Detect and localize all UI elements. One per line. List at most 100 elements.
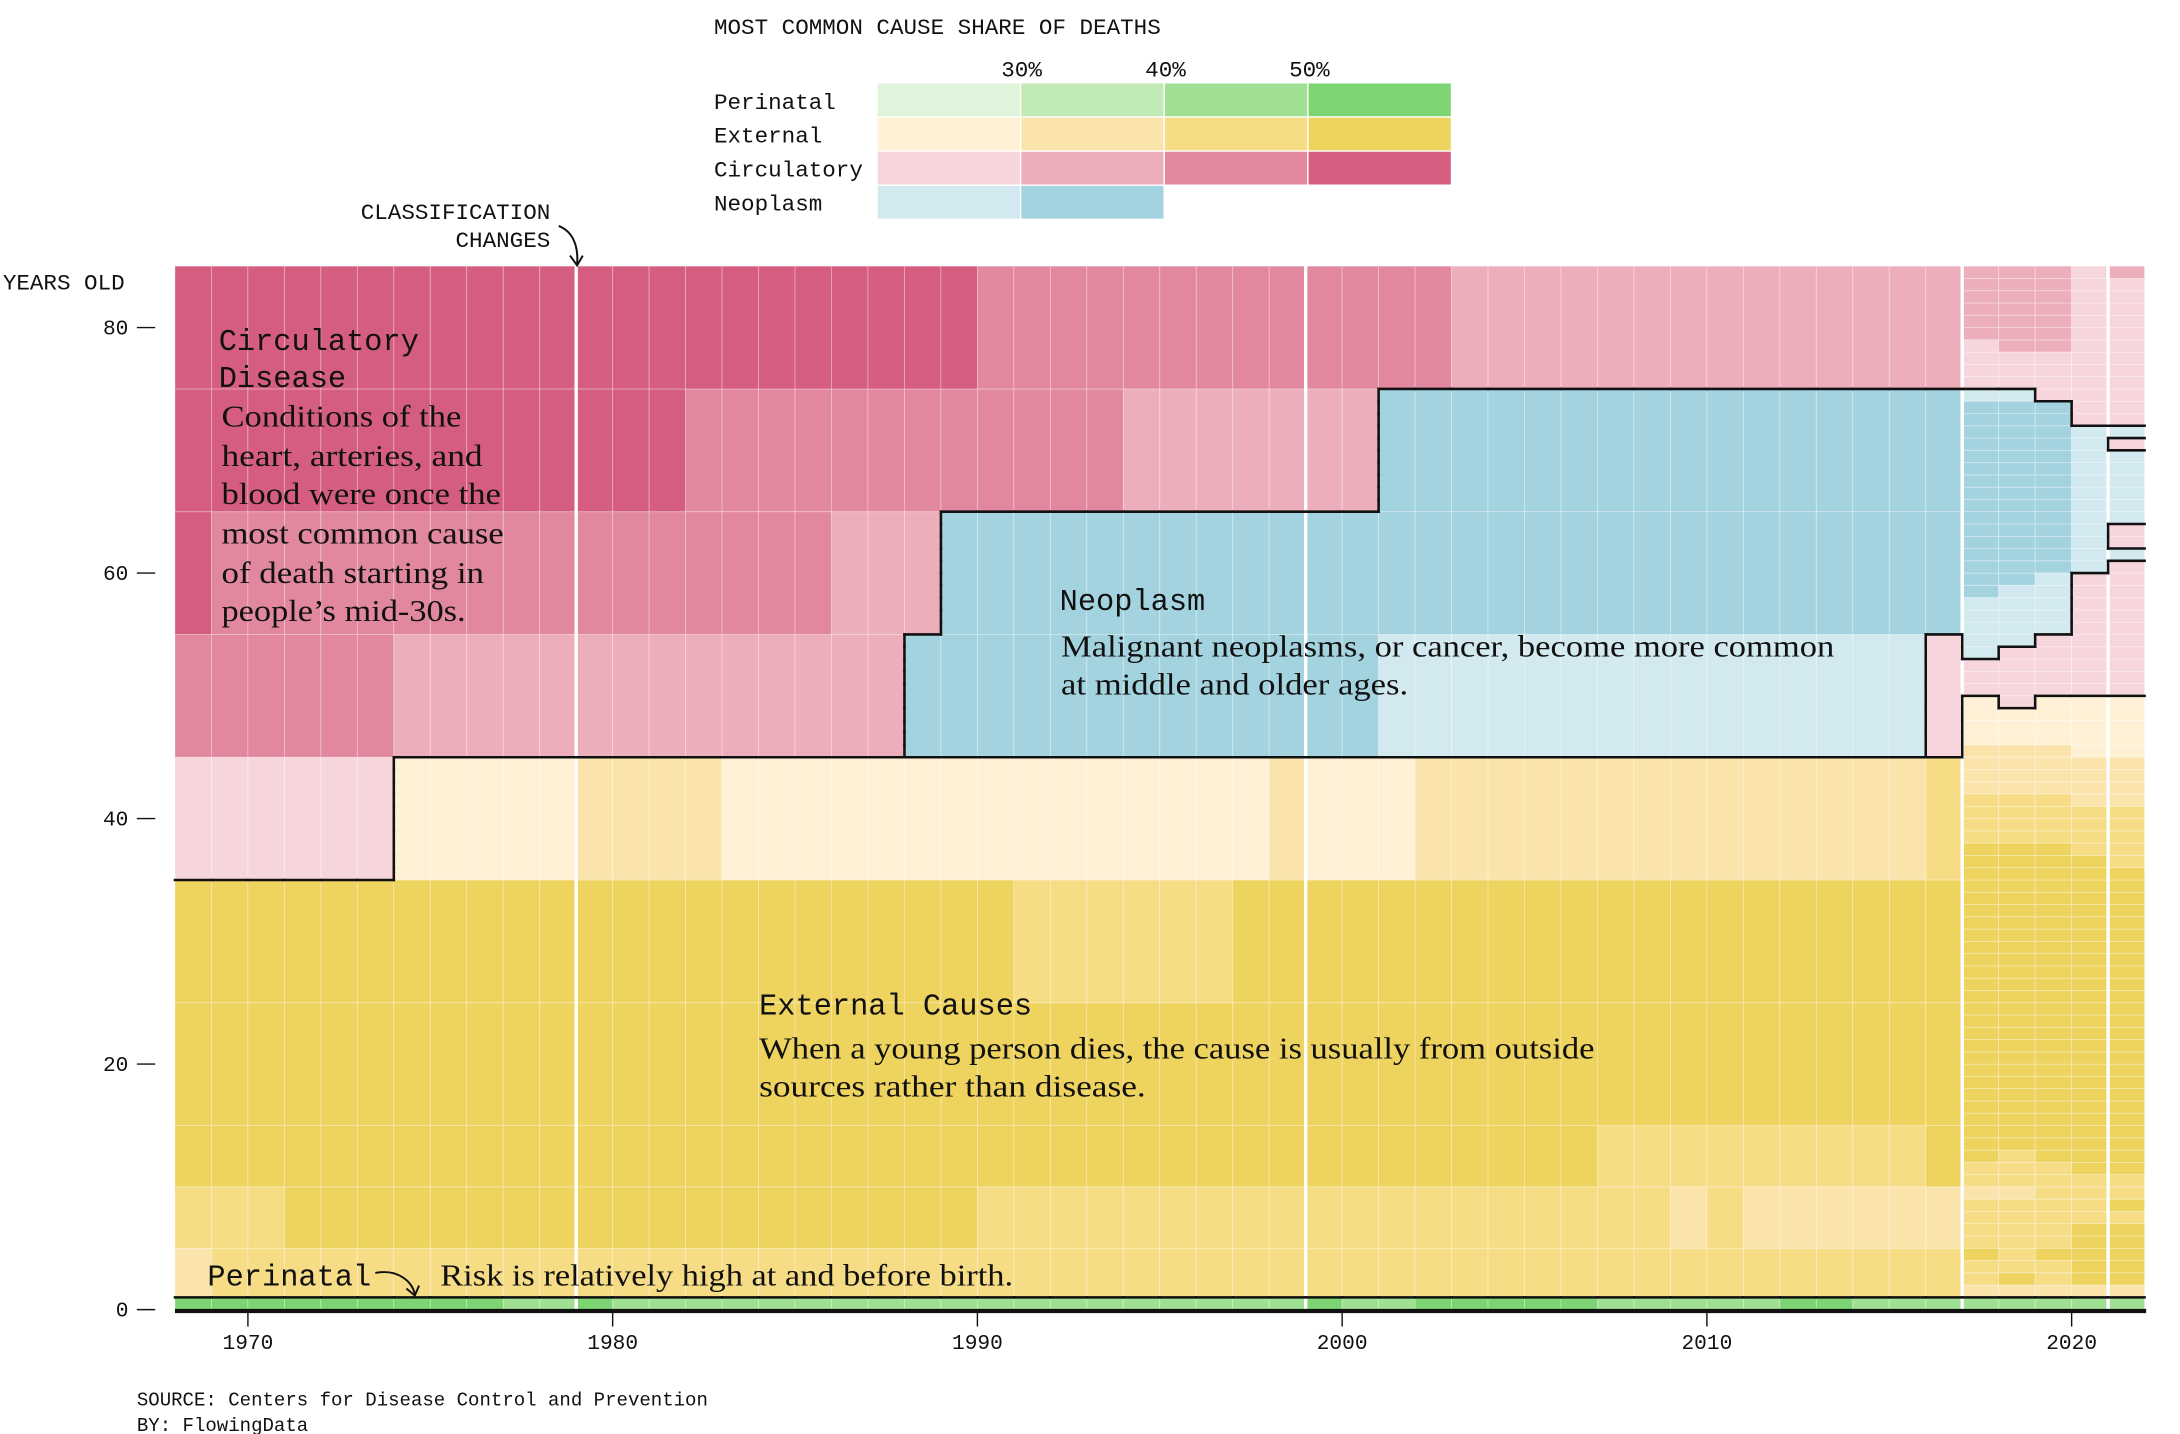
heatmap-cell	[429, 1247, 468, 1298]
heatmap-cell	[1852, 388, 1890, 513]
heatmap-cell	[904, 1125, 942, 1188]
heatmap-cell	[1049, 1186, 1088, 1249]
heatmap-cell	[2034, 781, 2073, 795]
heatmap-cell	[1998, 658, 2036, 672]
heatmap-cell	[2107, 1039, 2146, 1053]
heatmap-cell	[1159, 756, 1197, 881]
heatmap-cell	[940, 1002, 978, 1126]
heatmap-cell	[2071, 1210, 2109, 1225]
heatmap-cell	[466, 265, 504, 390]
heatmap-cell	[2034, 756, 2073, 770]
heatmap-cell	[429, 756, 468, 881]
heatmap-cell	[2071, 1174, 2109, 1188]
legend-threshold-30: 30%	[1001, 57, 1042, 83]
heatmap-cell	[1961, 719, 2000, 734]
heatmap-cell	[1779, 1296, 1817, 1311]
heatmap-cell	[1961, 1186, 2000, 1200]
heatmap-cell	[1669, 756, 1708, 881]
heatmap-cell	[2034, 363, 2073, 378]
heatmap-cell	[2034, 425, 2073, 439]
heatmap-cell	[1998, 1051, 2036, 1065]
heatmap-cell	[1961, 707, 2000, 721]
heatmap-cell	[2107, 965, 2146, 979]
heatmap-cell	[867, 1125, 905, 1188]
heatmap-cell	[612, 1125, 650, 1188]
heatmap-cell	[1961, 363, 2000, 378]
heatmap-cell	[2071, 597, 2109, 611]
heatmap-cell	[1524, 1125, 1562, 1188]
heatmap-cell	[1925, 1247, 1963, 1298]
heatmap-cell	[1998, 560, 2036, 574]
heatmap-cell	[1378, 634, 1416, 758]
heatmap-cell	[1852, 511, 1890, 635]
heatmap-cell	[1998, 265, 2036, 279]
heatmap-cell	[2107, 621, 2146, 635]
heatmap-cell	[393, 1002, 431, 1126]
heatmap-cell	[2034, 314, 2073, 328]
heatmap-cell	[721, 511, 759, 635]
heatmap-cell	[1378, 265, 1416, 390]
heatmap-cell	[1305, 1125, 1343, 1188]
heatmap-cell	[2071, 363, 2109, 378]
heatmap-cell	[2107, 486, 2146, 500]
heatmap-cell	[320, 1002, 358, 1126]
heatmap-cell	[831, 1002, 869, 1126]
heatmap-cell	[539, 1296, 577, 1311]
heatmap-cell	[2034, 805, 2073, 820]
heatmap-cell	[1888, 1296, 1927, 1311]
heatmap-cell	[2107, 1198, 2146, 1212]
heatmap-cell	[1049, 1247, 1088, 1298]
heatmap-cell	[794, 1002, 832, 1126]
heatmap-cell	[1998, 891, 2036, 905]
heatmap-cell	[2071, 854, 2109, 869]
heatmap-cell	[2034, 1260, 2073, 1274]
arrowhead-icon	[405, 1285, 420, 1298]
heatmap-cell	[1998, 437, 2036, 451]
heatmap-cell	[1524, 879, 1562, 1004]
heatmap-cell	[1268, 265, 1307, 390]
heatmap-cell	[612, 1186, 650, 1249]
heatmap-cell	[1742, 511, 1781, 635]
heatmap-cell	[831, 634, 869, 758]
heatmap-cell	[867, 634, 905, 758]
heatmap-cell	[1961, 646, 2000, 660]
heatmap-cell	[2107, 940, 2146, 955]
heatmap-cell	[1013, 1002, 1051, 1126]
heatmap-cell	[1998, 646, 2036, 660]
heatmap-cell	[1086, 634, 1124, 758]
heatmap-cell	[283, 1186, 322, 1249]
heatmap-cell	[2071, 449, 2109, 464]
heatmap-cell	[2034, 744, 2073, 758]
heatmap-cell	[2071, 879, 2109, 893]
heatmap-cell	[2107, 1063, 2146, 1077]
heatmap-cell	[612, 756, 650, 881]
heatmap-cell	[393, 1247, 431, 1298]
heatmap-cell	[320, 265, 358, 390]
heatmap-cell	[685, 879, 723, 1004]
heatmap-cell	[1633, 1002, 1671, 1126]
heatmap-cell	[466, 388, 504, 513]
heatmap-cell	[1706, 879, 1744, 1004]
heatmap-cell	[2107, 1088, 2146, 1102]
heatmap-cell	[211, 1296, 249, 1311]
heatmap-cell	[1961, 830, 2000, 844]
heatmap-cell	[2107, 646, 2146, 660]
heatmap-cell	[2034, 1088, 2073, 1102]
heatmap-cell	[1779, 756, 1817, 881]
heatmap-cell	[2034, 1198, 2073, 1212]
heatmap-cell	[174, 511, 212, 635]
heatmap-cell	[1414, 1002, 1452, 1126]
heatmap-cells	[174, 265, 2146, 1311]
heatmap-cell	[1998, 1039, 2036, 1053]
heatmap-cell	[1013, 388, 1051, 513]
heatmap-cell	[612, 634, 650, 758]
heatmap-cell	[2071, 1235, 2109, 1249]
heatmap-cell	[1998, 1284, 2036, 1298]
heatmap-cell	[2071, 977, 2109, 991]
heatmap-cell	[1122, 388, 1161, 513]
heatmap-cell	[2071, 621, 2109, 635]
heatmap-cell	[758, 511, 796, 635]
heatmap-cell	[1998, 695, 2036, 709]
heatmap-cell	[174, 634, 212, 758]
